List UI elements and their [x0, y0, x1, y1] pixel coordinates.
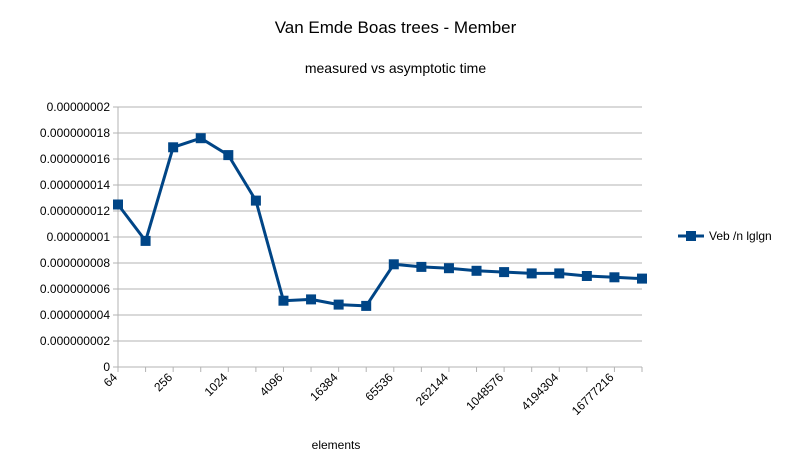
- data-point: [113, 199, 123, 210]
- y-tick-label: 0.000000012: [40, 204, 110, 218]
- data-point: [581, 271, 592, 281]
- data-point: [333, 299, 344, 310]
- data-point: [499, 267, 510, 278]
- y-tick-label: 0.000000014: [40, 178, 110, 192]
- data-point: [443, 263, 454, 274]
- data-point: [416, 261, 427, 272]
- data-point: [388, 259, 399, 270]
- data-point: [554, 268, 565, 279]
- data-point: [526, 268, 537, 279]
- legend-label: Veb /n lglgn: [709, 229, 772, 243]
- x-tick-label: 4194304: [518, 370, 561, 413]
- y-tick-label: 0.000000018: [40, 126, 110, 140]
- data-point: [250, 195, 261, 206]
- data-point: [471, 265, 482, 276]
- data-point: [168, 142, 179, 153]
- x-tick-label: 4096: [257, 370, 286, 399]
- y-tick-label: 0.00000002: [47, 100, 111, 114]
- y-tick-label: 0.000000008: [40, 256, 110, 270]
- x-tick-label: 65536: [362, 370, 396, 404]
- y-tick-label: 0.000000016: [40, 152, 110, 166]
- data-point: [306, 294, 317, 305]
- x-axis-title: elements: [311, 438, 361, 452]
- data-point: [609, 272, 620, 283]
- x-tick-label: 16777216: [569, 370, 617, 418]
- data-point: [361, 300, 372, 311]
- x-tick-label: 256: [151, 370, 175, 394]
- chart-title: Van Emde Boas trees - Member: [274, 18, 517, 37]
- y-tick-label: 0.000000006: [40, 282, 110, 296]
- y-tick-label: 0.00000001: [47, 230, 111, 244]
- x-tick-label: 1024: [202, 370, 231, 399]
- data-point: [195, 133, 206, 144]
- chart-subtitle: measured vs asymptotic time: [304, 60, 487, 76]
- y-tick-label: 0.000000004: [40, 308, 110, 322]
- x-tick-label: 1048576: [463, 370, 506, 413]
- data-point: [278, 295, 289, 306]
- legend-marker: [686, 231, 696, 241]
- x-tick-label: 16384: [307, 370, 341, 404]
- data-point: [637, 273, 647, 284]
- y-tick-label: 0.000000002: [40, 334, 110, 348]
- y-tick-label: 0: [103, 360, 110, 374]
- data-point: [140, 235, 151, 246]
- series-line: [116, 136, 643, 308]
- data-point: [223, 150, 234, 161]
- x-tick-label: 262144: [413, 370, 451, 408]
